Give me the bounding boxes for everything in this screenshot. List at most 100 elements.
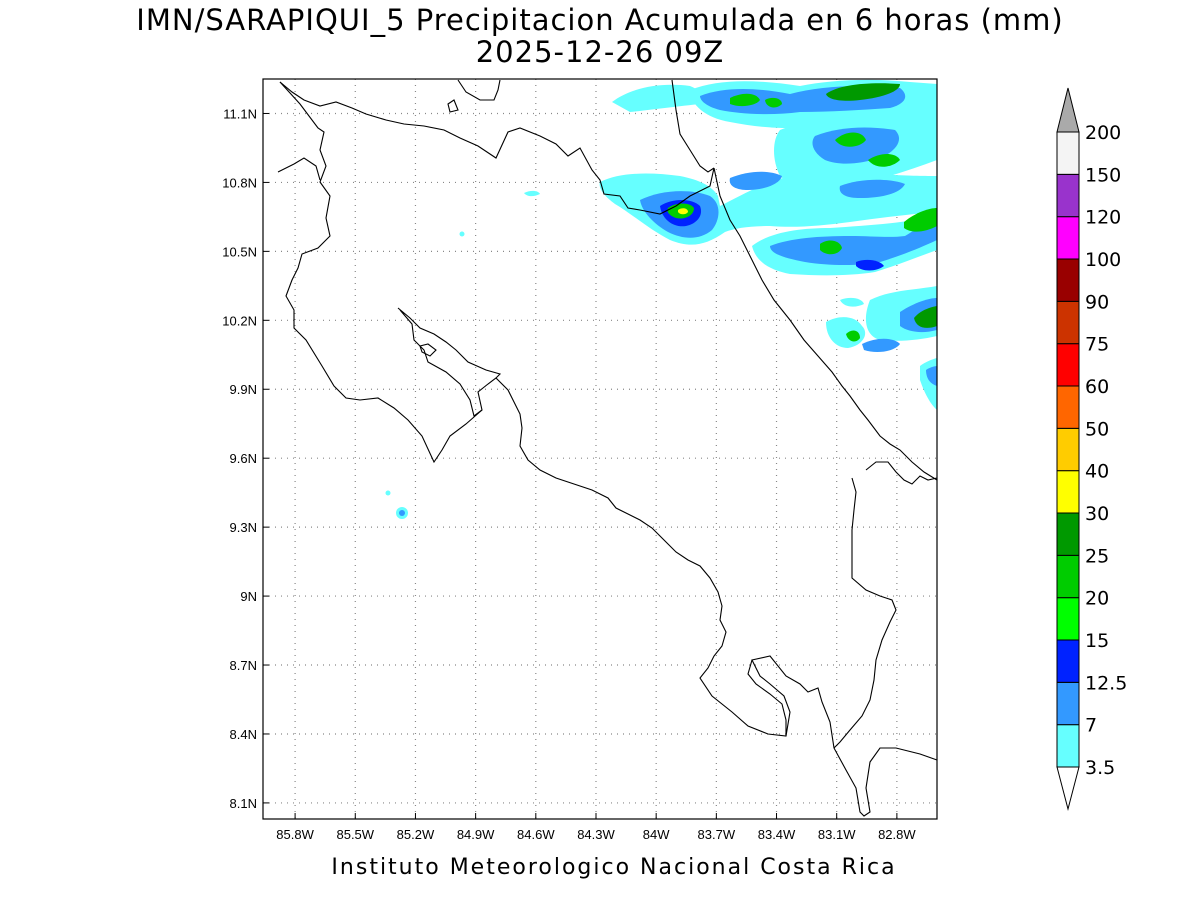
precip-area — [839, 179, 905, 198]
colorbar-swatch — [1056, 639, 1080, 683]
colorbar-legend: 3.5 7 12.5 15 20 25 30 40 50 60 75 90 100 120 150 200 — [1056, 87, 1127, 811]
precip-area — [765, 97, 782, 108]
lon-tick-label: 85.5W — [336, 827, 374, 842]
precip-area — [730, 93, 760, 107]
coast-segment — [279, 81, 715, 215]
colorbar-level-label: 15 — [1085, 630, 1109, 652]
colorbar-swatch — [1056, 597, 1080, 641]
pacific-coast — [495, 377, 938, 817]
lon-tick-label: 84W — [643, 827, 670, 842]
panama-coast — [865, 461, 938, 485]
precip-area — [820, 240, 842, 255]
lon-tick-label: 83.7W — [698, 827, 736, 842]
colorbar-level-label: 90 — [1085, 291, 1109, 313]
colorbar-swatch — [1056, 554, 1080, 599]
colorbar-level-label: 25 — [1085, 545, 1109, 567]
precip-area — [856, 259, 884, 271]
precip-area — [770, 216, 937, 265]
colorbar-level-label: 200 — [1085, 122, 1121, 144]
coast-segment — [457, 79, 501, 101]
precip-area — [926, 366, 937, 386]
colorbar-level-label: 30 — [1085, 503, 1109, 525]
colorbar-level-label: 12.5 — [1085, 672, 1127, 694]
colorbar-level-label: 20 — [1085, 588, 1109, 610]
precip-area — [826, 83, 900, 101]
colorbar-swatch — [1056, 385, 1080, 429]
lon-tick-label: 84.3W — [577, 827, 615, 842]
map-title: IMN/SARAPIQUI_5 Precipitacion Acumulada … — [136, 3, 1064, 37]
precip-area — [835, 132, 866, 147]
precip-area — [612, 84, 703, 112]
caribbean-coast — [713, 167, 938, 481]
coastline-boundaries — [277, 79, 938, 817]
lon-tick-label: 83.4W — [758, 827, 796, 842]
panama-border — [833, 477, 897, 749]
precip-area — [459, 231, 465, 237]
colorbar-swatch — [1056, 681, 1080, 726]
colorbar-level-label: 120 — [1085, 207, 1121, 229]
lat-tick-label: 9.6N — [230, 451, 257, 466]
colorbar-level-label: 150 — [1085, 164, 1121, 186]
axis-ticks: 85.8W 85.5W 85.2W 84.9W 84.6W 84.3W 84W 83.7W 83… — [222, 106, 916, 842]
map-frame — [262, 78, 938, 820]
precip-area — [840, 297, 864, 307]
precip-area — [524, 190, 540, 197]
colorbar-level-label: 75 — [1085, 334, 1109, 356]
lat-tick-label: 9.9N — [230, 382, 257, 397]
coast-segment — [277, 157, 321, 181]
small-island — [447, 99, 459, 113]
nicaragua-east-border — [671, 79, 715, 173]
lon-tick-label: 85.2W — [397, 827, 435, 842]
credit-text: Instituto Meteorologico Nacional Costa R… — [331, 855, 897, 880]
lat-tick-label: 11.1N — [223, 106, 257, 121]
precip-area — [385, 490, 391, 496]
precip-area — [826, 317, 866, 348]
lat-tick-label: 8.4N — [230, 727, 257, 742]
colorbar-level-label: 100 — [1085, 249, 1121, 271]
lat-tick-label: 9N — [240, 589, 257, 604]
lat-tick-label: 9.3N — [230, 520, 257, 535]
colorbar-lower-arrow — [1056, 766, 1080, 811]
precip-area — [868, 154, 900, 167]
colorbar-swatch — [1056, 258, 1080, 302]
colorbar-level-label: 7 — [1085, 715, 1097, 737]
precip-area — [729, 171, 782, 190]
colorbar-swatch — [1056, 724, 1080, 768]
lon-tick-label: 85.8W — [276, 827, 314, 842]
precipitation-field — [385, 79, 937, 519]
colorbar-level-label: 3.5 — [1085, 757, 1115, 779]
colorbar-level-label: 50 — [1085, 418, 1109, 440]
precip-area — [399, 510, 405, 516]
precip-area — [678, 208, 688, 215]
colorbar-swatch — [1056, 216, 1080, 260]
colorbar-level-label: 60 — [1085, 376, 1109, 398]
nicaragua-border — [279, 81, 483, 464]
lon-tick-label: 82.8W — [878, 827, 916, 842]
colorbar-swatch — [1056, 343, 1080, 387]
lat-tick-label: 10.5N — [222, 244, 257, 259]
lon-tick-label: 84.6W — [517, 827, 555, 842]
precip-area — [904, 208, 937, 232]
map-subtitle-date: 2025-12-26 09Z — [475, 35, 725, 69]
lat-tick-label: 8.1N — [230, 796, 257, 811]
colorbar-swatch — [1056, 300, 1080, 345]
colorbar-level-label: 40 — [1085, 461, 1109, 483]
nicoya-gulf — [397, 307, 502, 417]
precip-area — [846, 330, 860, 342]
precip-area — [914, 306, 937, 328]
lat-tick-label: 10.2N — [222, 313, 257, 328]
colorbar-swatch — [1056, 427, 1080, 472]
lon-tick-label: 84.9W — [457, 827, 495, 842]
lat-tick-label: 10.8N — [222, 175, 257, 190]
precip-area — [862, 338, 900, 352]
colorbar-upper-arrow — [1056, 87, 1080, 133]
osa-peninsula — [747, 659, 787, 736]
lat-tick-label: 8.7N — [230, 658, 257, 673]
colorbar-swatch — [1056, 173, 1080, 218]
lon-tick-label: 83.1W — [818, 827, 856, 842]
isla-chira — [419, 343, 437, 357]
colorbar-swatch — [1056, 131, 1080, 175]
colorbar-swatch — [1056, 470, 1080, 514]
colorbar-swatch — [1056, 512, 1080, 556]
